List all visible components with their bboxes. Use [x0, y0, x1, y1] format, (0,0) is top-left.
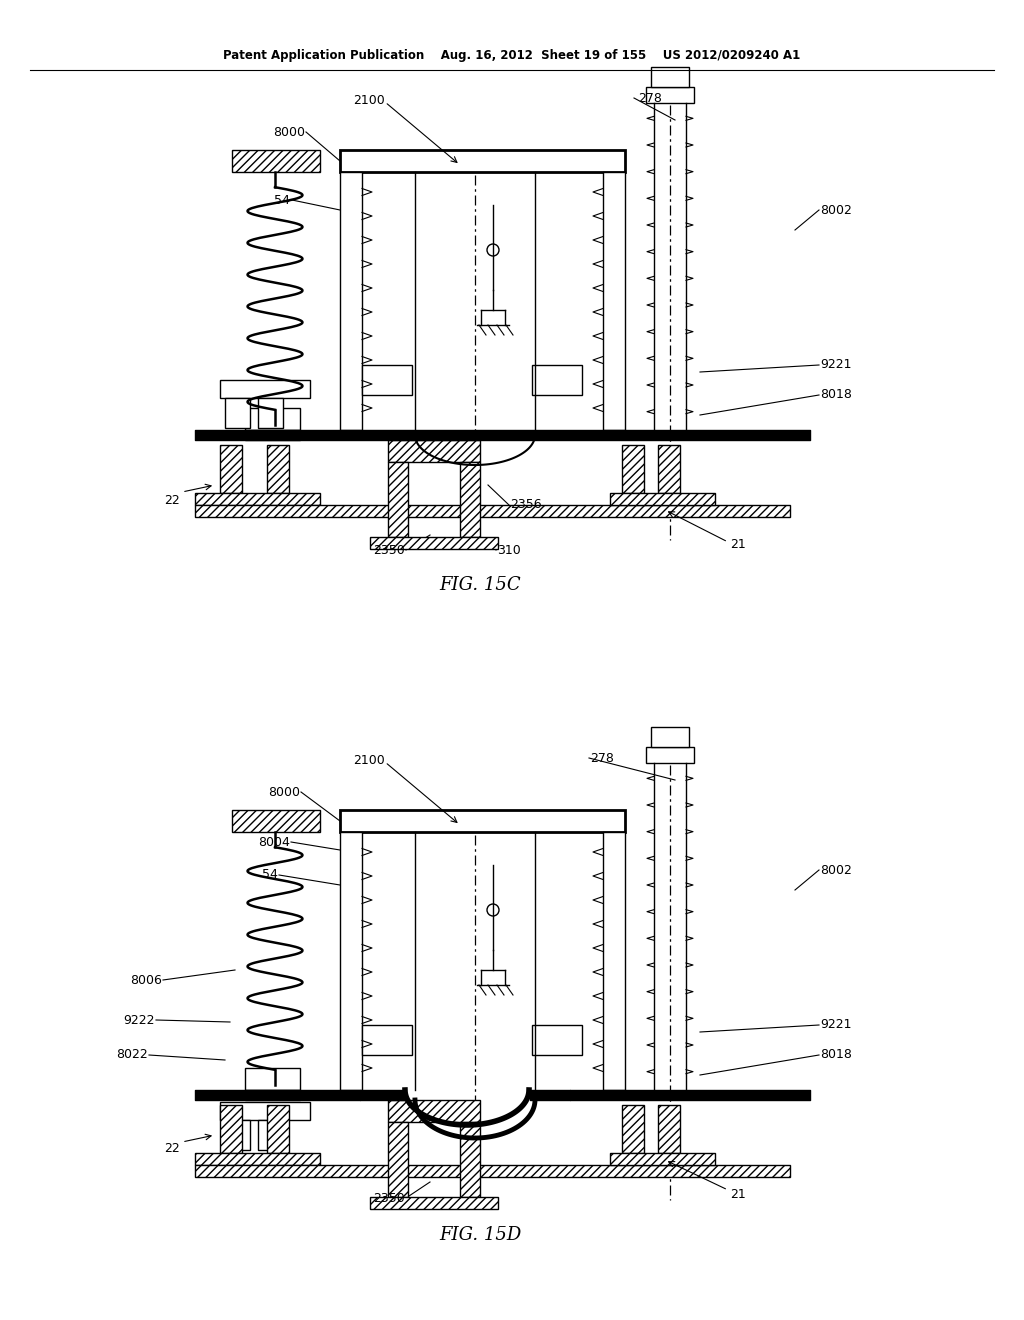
- Bar: [651, 67, 689, 87]
- Text: 9222: 9222: [124, 1014, 155, 1027]
- Bar: [220, 1102, 310, 1119]
- Bar: [220, 1105, 242, 1152]
- Bar: [622, 445, 644, 492]
- Text: 8002: 8002: [820, 863, 852, 876]
- Bar: [195, 492, 319, 506]
- Text: 278: 278: [590, 751, 613, 764]
- Bar: [610, 1152, 715, 1166]
- Bar: [258, 399, 283, 428]
- Text: 2356: 2356: [510, 499, 542, 511]
- Bar: [370, 1197, 498, 1209]
- Bar: [603, 172, 625, 430]
- Bar: [340, 832, 362, 1090]
- Bar: [610, 492, 715, 506]
- Text: FIG. 15D: FIG. 15D: [439, 1226, 521, 1243]
- Bar: [388, 440, 480, 462]
- Bar: [622, 1105, 644, 1152]
- Text: 22: 22: [164, 1142, 180, 1155]
- Bar: [225, 1119, 250, 1150]
- Text: 8018: 8018: [820, 1048, 852, 1061]
- Bar: [258, 1119, 283, 1150]
- Text: 2100: 2100: [353, 94, 385, 107]
- Text: 8000: 8000: [268, 785, 300, 799]
- Text: 9221: 9221: [820, 359, 852, 371]
- Bar: [220, 380, 310, 399]
- Text: 54: 54: [274, 194, 290, 206]
- Text: 8002: 8002: [820, 203, 852, 216]
- Bar: [340, 150, 625, 172]
- Bar: [651, 727, 689, 747]
- Bar: [388, 462, 408, 537]
- Bar: [340, 172, 362, 430]
- Bar: [220, 445, 242, 492]
- Bar: [232, 810, 319, 832]
- Text: 54: 54: [262, 869, 278, 882]
- Bar: [195, 1166, 790, 1177]
- Bar: [388, 1122, 408, 1197]
- Text: 21: 21: [730, 1188, 745, 1201]
- Text: 8004: 8004: [258, 836, 290, 849]
- Text: 8006: 8006: [130, 974, 162, 986]
- Bar: [267, 445, 289, 492]
- Bar: [658, 1105, 680, 1152]
- Bar: [245, 408, 300, 430]
- Text: FIG. 15C: FIG. 15C: [439, 576, 521, 594]
- Text: Patent Application Publication    Aug. 16, 2012  Sheet 19 of 155    US 2012/0209: Patent Application Publication Aug. 16, …: [223, 49, 801, 62]
- Bar: [603, 832, 625, 1090]
- Text: 8000: 8000: [273, 125, 305, 139]
- Bar: [195, 1152, 319, 1166]
- Bar: [245, 1090, 300, 1100]
- Bar: [245, 1068, 300, 1090]
- Bar: [532, 366, 582, 395]
- Text: 2350: 2350: [374, 544, 406, 557]
- Text: 8018: 8018: [820, 388, 852, 401]
- Text: 22: 22: [164, 494, 180, 507]
- Bar: [646, 747, 694, 763]
- Text: 278: 278: [638, 91, 662, 104]
- Bar: [460, 462, 480, 537]
- Bar: [340, 810, 625, 832]
- Bar: [362, 366, 412, 395]
- Text: 21: 21: [730, 539, 745, 552]
- Bar: [362, 1026, 412, 1055]
- Bar: [232, 150, 319, 172]
- Bar: [460, 1122, 480, 1197]
- Bar: [658, 445, 680, 492]
- Text: 9221: 9221: [820, 1019, 852, 1031]
- Bar: [225, 399, 250, 428]
- Text: 2100: 2100: [353, 754, 385, 767]
- Bar: [267, 1105, 289, 1152]
- Text: 2350: 2350: [374, 1192, 406, 1204]
- Bar: [388, 1100, 480, 1122]
- Bar: [370, 537, 498, 549]
- Text: 8022: 8022: [117, 1048, 148, 1061]
- Bar: [646, 87, 694, 103]
- Bar: [195, 506, 790, 517]
- Text: 310: 310: [497, 544, 521, 557]
- Bar: [532, 1026, 582, 1055]
- Bar: [245, 430, 300, 440]
